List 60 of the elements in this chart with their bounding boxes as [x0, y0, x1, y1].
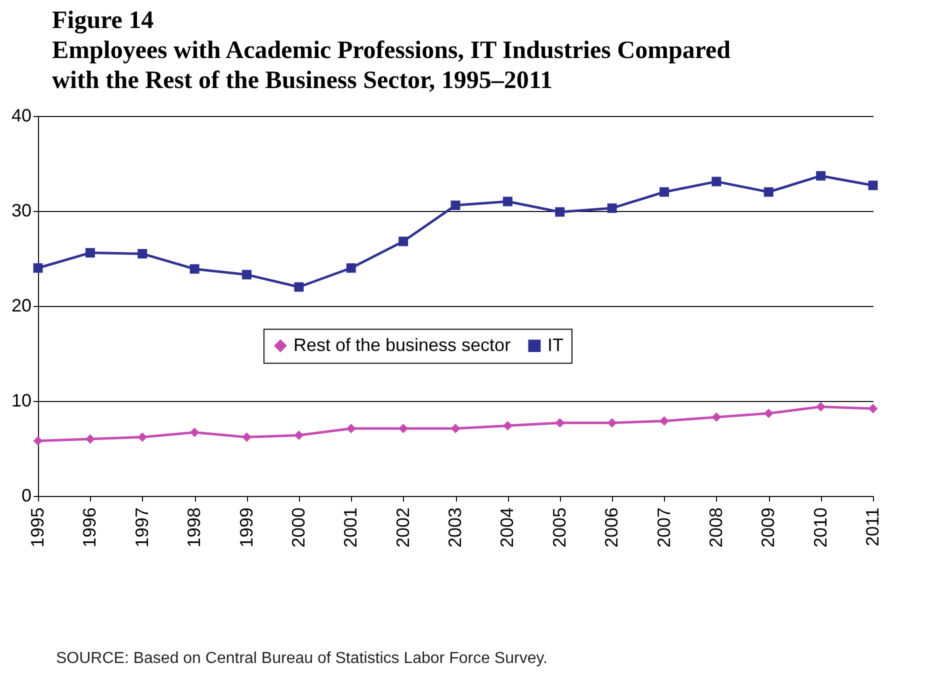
point [450, 200, 460, 210]
y-tick-label: 40 [11, 106, 32, 126]
point [607, 203, 617, 213]
x-tick-label: 2010 [810, 508, 830, 548]
x-tick-label: 2005 [549, 508, 570, 548]
point [816, 171, 826, 181]
y-tick-label: 0 [21, 486, 32, 506]
point [398, 236, 408, 246]
y-tick-label: 30 [11, 200, 32, 220]
point [660, 187, 669, 197]
point [85, 434, 95, 444]
x-tick-label: 2009 [758, 508, 778, 548]
x-tick-label: 2006 [602, 508, 622, 548]
y-tick-label: 20 [11, 296, 32, 316]
point [555, 418, 565, 428]
x-tick-label: 2004 [497, 508, 518, 548]
x-tick-label: 1997 [132, 508, 152, 548]
x-tick-label: 2007 [654, 508, 674, 548]
point [555, 207, 565, 217]
point [607, 418, 617, 428]
point [242, 432, 252, 442]
point [712, 176, 722, 186]
point [816, 402, 826, 412]
point [502, 196, 512, 206]
x-tick-label: 2011 [862, 508, 882, 546]
chart-title: Figure 14 Employees with Academic Professions, IT Industries Compared with the Rest of the Business Sector, 1995–2011 [52, 7, 731, 94]
x-tick-label: 2003 [445, 508, 465, 548]
x-tick-label: 1999 [236, 508, 256, 548]
x-tick-label: 2000 [288, 508, 308, 548]
point [712, 412, 722, 422]
point [764, 408, 774, 418]
point [85, 248, 95, 258]
x-tick-label: 2001 [340, 508, 361, 548]
point [346, 263, 356, 273]
point [398, 424, 408, 434]
point [33, 436, 43, 446]
source-note: SOURCE: Based on Central Bureau of Statistics Labor Force Survey. [56, 650, 548, 668]
point [242, 270, 252, 280]
x-tick-label: 1998 [184, 508, 204, 548]
point [294, 430, 304, 440]
point [764, 187, 774, 197]
x-tick-label: 2008 [706, 508, 726, 548]
point [138, 249, 148, 258]
x-tick-label: 2002 [392, 508, 413, 548]
x-tick-label: 1996 [80, 508, 100, 548]
point [502, 420, 512, 430]
x-tick-label: 1995 [28, 508, 48, 548]
point [190, 264, 200, 274]
point [294, 282, 304, 292]
legend-label: IT [547, 334, 564, 355]
point [660, 416, 669, 426]
point [33, 263, 43, 273]
point [868, 180, 878, 190]
legend-label: Rest of the business sector [293, 334, 511, 355]
point [346, 424, 356, 434]
point [450, 424, 460, 434]
point [190, 428, 200, 438]
point [868, 404, 878, 414]
y-tick-label: 10 [11, 390, 32, 410]
point [138, 432, 148, 442]
